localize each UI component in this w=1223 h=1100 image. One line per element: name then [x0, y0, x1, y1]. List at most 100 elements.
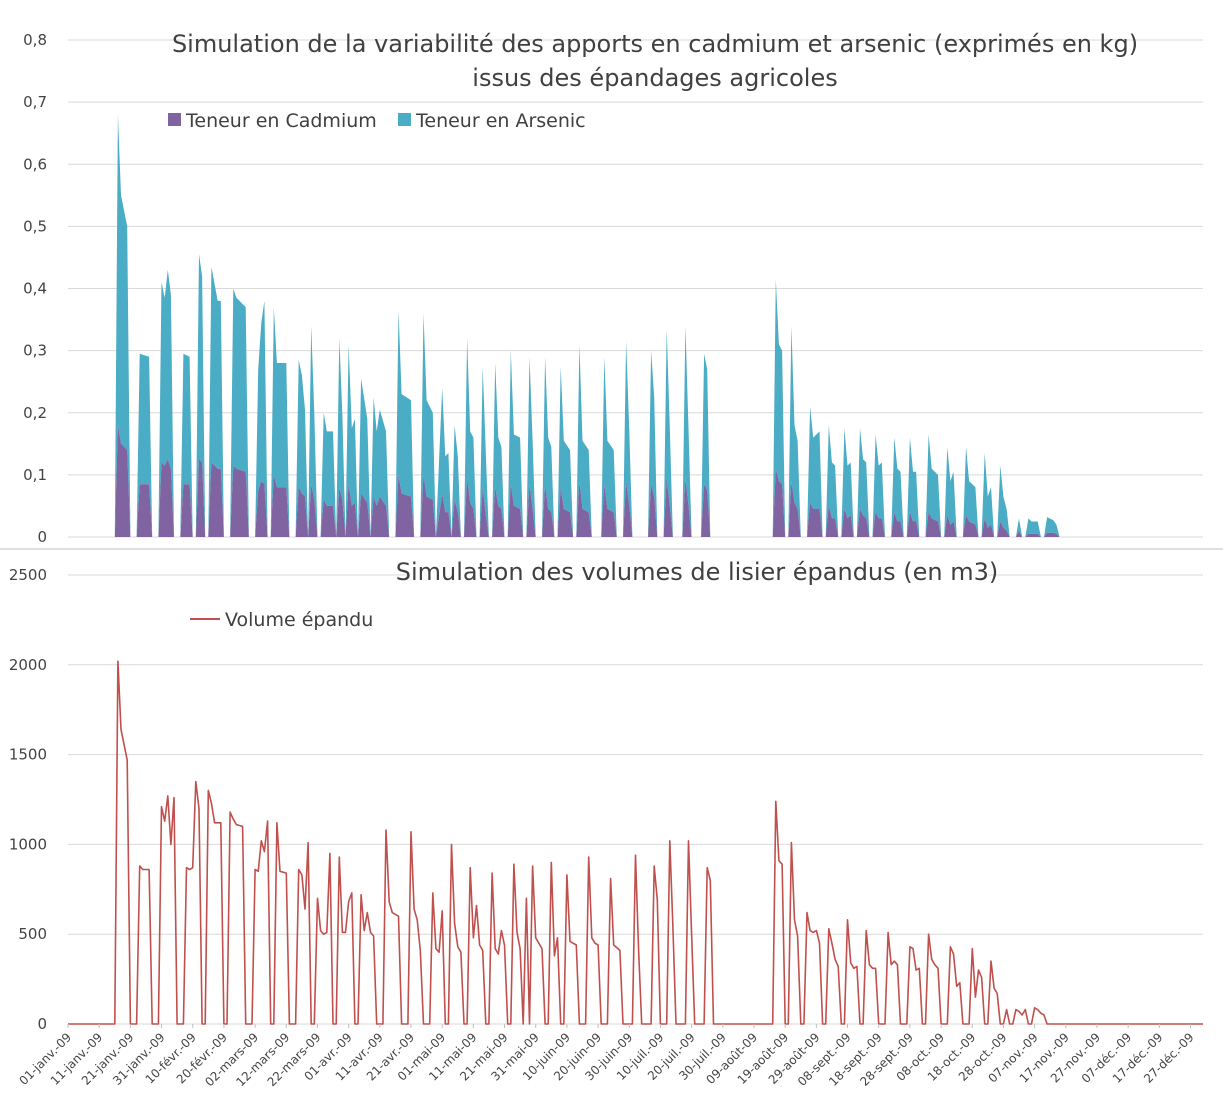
cadmium-area-segment	[507, 484, 524, 537]
cadmium-area-segment	[856, 509, 870, 537]
arsenic-area-segment	[576, 344, 592, 537]
arsenic-area-segment	[136, 353, 153, 537]
cadmium-area-segment	[891, 512, 904, 537]
cadmium-area-segment	[557, 487, 574, 537]
bottom-y-axis-ticks: 0 500 1000 1500 2000 2500	[9, 566, 47, 1033]
legend-swatch-cadmium	[168, 113, 181, 126]
cadmium-area-segment	[623, 481, 633, 537]
arsenic-area-segment	[807, 406, 823, 537]
cadmium-area-segment	[1025, 533, 1041, 537]
arsenic-area-segment	[270, 307, 290, 537]
arsenic-area-segment	[981, 453, 995, 537]
arsenic-area-segment	[601, 356, 617, 537]
cadmium-area-segment	[701, 484, 711, 537]
arsenic-area-segment	[420, 313, 436, 537]
bottom-y-tick-label: 2500	[9, 566, 47, 584]
cadmium-area-segment	[158, 459, 174, 537]
top-area-chart: 0 0,1 0,2 0,3 0,4 0,5 0,6 0,7 0,8 Simulation de …	[23, 30, 1203, 546]
arsenic-area-segment	[542, 356, 555, 537]
top-y-axis-ticks: 0 0,1 0,2 0,3 0,4 0,5 0,6 0,7 0,8	[23, 31, 47, 546]
arsenic-area-segment	[701, 353, 711, 537]
cadmium-area-segment	[345, 484, 358, 537]
arsenic-area-segment	[788, 325, 801, 537]
cadmium-area-segment	[136, 484, 153, 537]
cadmium-area-segment	[479, 487, 489, 537]
top-y-tick-label: 0	[37, 528, 47, 546]
arsenic-area-segment	[825, 425, 839, 537]
bottom-gridlines	[68, 574, 1203, 1025]
arsenic-area-segment	[345, 344, 358, 537]
arsenic-area-segment	[1025, 518, 1041, 537]
cadmium-area-segment	[1044, 532, 1060, 537]
bottom-line-chart: 0 500 1000 1500 2000 2500 Simulation des volu…	[9, 558, 1203, 1089]
bottom-y-tick-label: 1000	[9, 835, 47, 853]
cadmium-area-segment	[807, 502, 823, 537]
cadmium-area-segment	[451, 499, 461, 537]
cadmium-area-segment	[682, 478, 692, 537]
arsenic-area-segment	[479, 366, 489, 537]
cadmium-area-segment	[997, 521, 1010, 537]
bottom-y-tick-label: 500	[18, 925, 47, 943]
cadmium-area-segment	[944, 515, 957, 537]
cadmium-area-segment	[648, 484, 658, 537]
bottom-legend: Volume épandu	[190, 609, 373, 631]
legend-label-arsenic: Teneur en Arsenic	[415, 110, 586, 132]
arsenic-area-segment	[997, 465, 1010, 537]
cadmium-area-segment	[195, 459, 206, 537]
top-legend: Teneur en Cadmium Teneur en Arsenic	[168, 110, 586, 132]
arsenic-area-segment	[856, 428, 870, 537]
cadmium-area-segment	[308, 484, 318, 537]
bottom-y-tick-label: 2000	[9, 656, 47, 674]
bottom-chart-title: Simulation des volumes de lisier épandus…	[396, 558, 999, 586]
arsenic-area-segment	[925, 434, 942, 537]
cadmium-area-segment	[180, 484, 193, 537]
top-y-tick-label: 0,6	[23, 155, 47, 173]
arsenic-area-segment	[180, 353, 193, 537]
cadmium-area-segment	[542, 484, 555, 537]
cadmium-area-segment	[925, 512, 942, 537]
cadmium-area-segment	[1015, 530, 1023, 537]
cadmium-area-segment	[114, 425, 131, 537]
arsenic-area-segment	[195, 254, 206, 538]
cadmium-area-segment	[841, 509, 854, 537]
legend-label-cadmium: Teneur en Cadmium	[185, 110, 377, 132]
cadmium-area-segment	[395, 474, 415, 537]
arsenic-area-segment	[308, 325, 318, 537]
cadmium-area-segment	[208, 462, 224, 537]
arsenic-area-segment	[944, 446, 957, 537]
cadmium-area-segment	[270, 474, 290, 537]
arsenic-area-segment	[395, 310, 415, 537]
cadmium-area-segment	[255, 481, 268, 537]
cadmium-area-segment	[962, 515, 979, 537]
arsenic-area-segment	[557, 366, 574, 537]
top-chart-title: Simulation de la variabilité des apports…	[172, 30, 1138, 58]
arsenic-area-segment	[526, 356, 536, 537]
arsenic-area-segment	[158, 269, 174, 537]
bottom-y-tick-label: 1500	[9, 746, 47, 764]
cadmium-area-segment	[464, 478, 477, 537]
top-y-tick-label: 0,4	[23, 280, 47, 298]
arsenic-area-segment	[1015, 518, 1023, 537]
cadmium-area-segment	[358, 493, 371, 537]
arsenic-area-segment	[872, 434, 885, 537]
arsenic-area-segment	[336, 338, 346, 537]
arsenic-area-segment	[114, 114, 131, 537]
arsenic-area-segment	[906, 437, 920, 537]
arsenic-area-segment	[208, 266, 224, 537]
cadmium-area-segment	[336, 487, 346, 537]
cadmium-area-segment	[295, 487, 309, 537]
arsenic-area-segment	[230, 288, 249, 537]
cadmium-area-segment	[492, 487, 505, 537]
top-y-tick-label: 0,1	[23, 466, 47, 484]
arsenic-area-segment	[772, 279, 786, 537]
cadmium-area-segment	[420, 474, 436, 537]
arsenic-area-segment	[320, 412, 337, 537]
top-chart-subtitle: issus des épandages agricoles	[472, 64, 837, 92]
cadmium-area-segment	[788, 481, 801, 537]
legend-label-volume: Volume épandu	[225, 609, 373, 631]
top-y-tick-label: 0,2	[23, 404, 47, 422]
cadmium-area-segment	[320, 499, 337, 537]
arsenic-area-segment	[358, 378, 371, 537]
